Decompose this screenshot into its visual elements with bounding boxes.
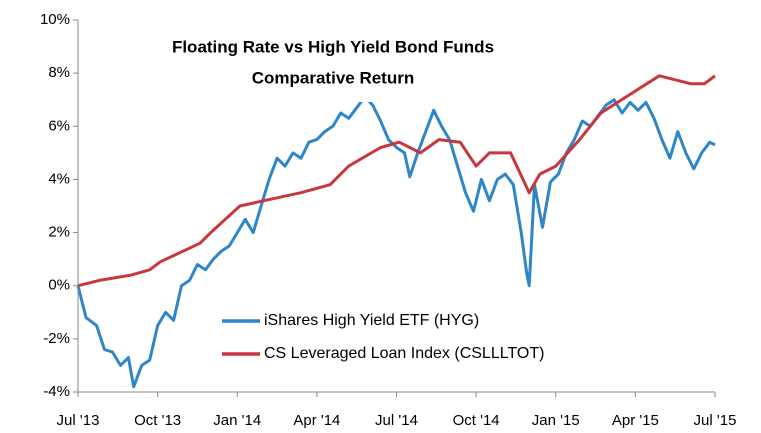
title-box: [110, 28, 555, 102]
x-tick-label: Jul '13: [57, 412, 100, 429]
y-tick-label: 0%: [48, 277, 70, 294]
legend-box: [218, 305, 648, 371]
x-tick-label: Oct '14: [453, 412, 500, 429]
x-tick-label: Oct '13: [134, 412, 181, 429]
x-tick-label: Apr '15: [612, 412, 659, 429]
y-tick-label: 4%: [48, 170, 70, 187]
x-tick-label: Jan '14: [213, 412, 261, 429]
x-tick-label: Jul '14: [375, 412, 418, 429]
legend-label: CS Leveraged Loan Index (CSLLLTOT): [264, 345, 544, 362]
chart-title: Floating Rate vs High Yield Bond Funds: [172, 37, 494, 56]
y-tick-label: 2%: [48, 224, 70, 241]
x-tick-label: Apr '14: [293, 412, 340, 429]
x-tick-label: Jan '15: [532, 412, 580, 429]
series-line: [76, 95, 716, 389]
y-tick-label: 8%: [48, 64, 70, 81]
y-tick-label: -2%: [43, 330, 70, 347]
y-tick-label: 6%: [48, 117, 70, 134]
y-tick-label: 10%: [40, 11, 70, 28]
chart-subtitle: Comparative Return: [252, 68, 414, 87]
y-tick-label: -4%: [43, 383, 70, 400]
legend-label: iShares High Yield ETF (HYG): [264, 312, 479, 329]
series-line: [77, 74, 716, 288]
x-tick-label: Jul '15: [694, 412, 737, 429]
